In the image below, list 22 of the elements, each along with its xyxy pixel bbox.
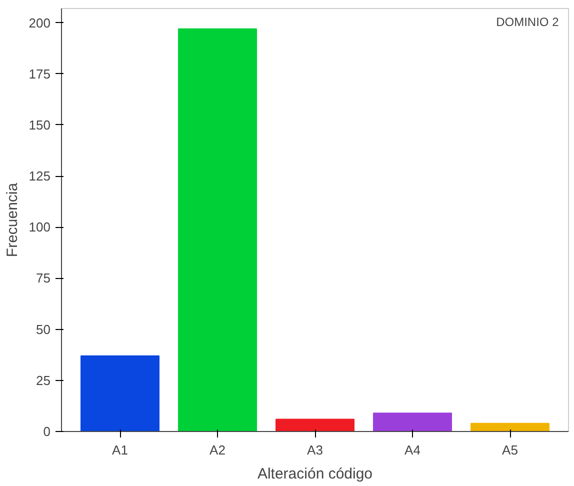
bar	[80, 355, 160, 432]
y-tick-label: 25	[36, 372, 51, 388]
bar	[276, 418, 354, 432]
x-axis-title: Alteración código	[257, 466, 373, 482]
x-tick-label: A3	[307, 442, 323, 458]
annotation: DOMINIO 2	[496, 14, 560, 29]
y-tick-label: 200	[28, 15, 51, 30]
y-tick-label: 0	[43, 424, 51, 439]
y-tick-label: 75	[36, 270, 51, 286]
x-tick-label: A2	[210, 442, 226, 458]
bar	[373, 412, 452, 432]
y-tick-label: 175	[28, 66, 51, 82]
x-tick-label: A5	[502, 442, 518, 458]
y-axis-title: Frecuencia	[4, 182, 21, 258]
x-tick-label: A4	[404, 442, 420, 458]
bar	[470, 422, 550, 432]
y-tick-label: 100	[28, 220, 51, 235]
y-tick-label: 150	[28, 117, 51, 132]
bar	[178, 28, 257, 432]
x-tick-label: A1	[112, 442, 128, 458]
y-tick-label: 50	[36, 322, 51, 337]
y-tick-label: 125	[28, 168, 51, 184]
